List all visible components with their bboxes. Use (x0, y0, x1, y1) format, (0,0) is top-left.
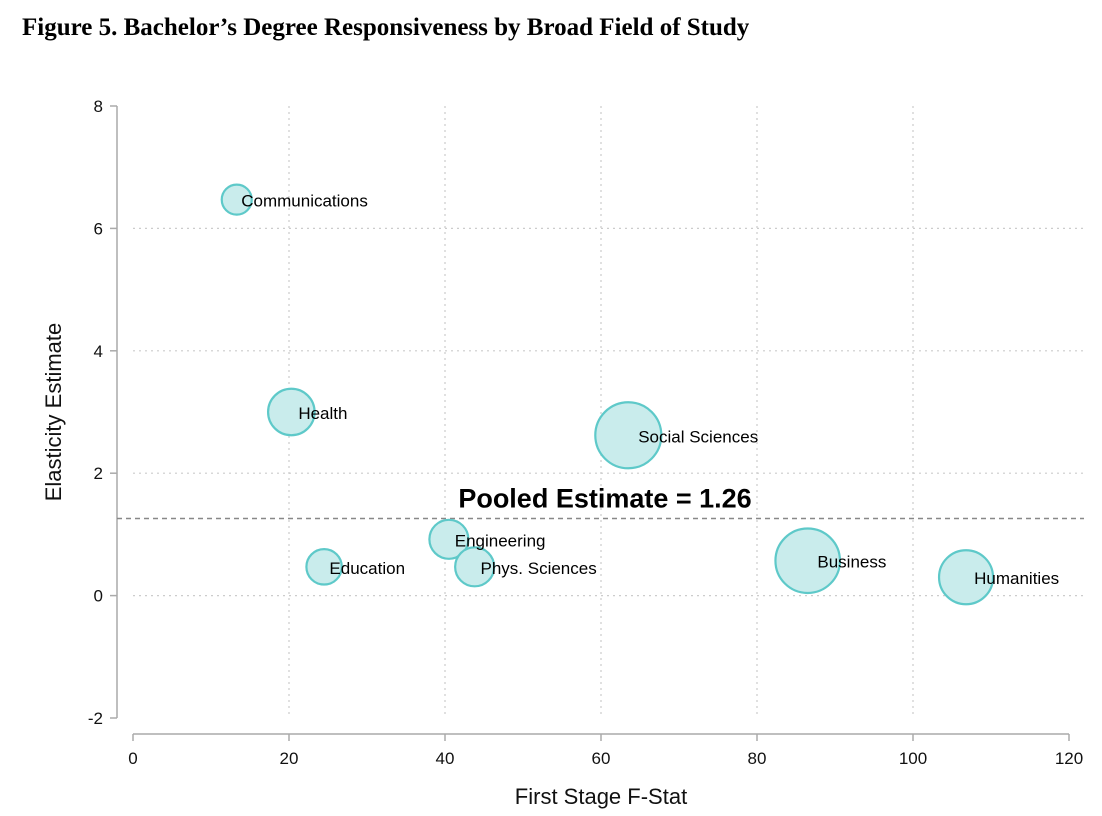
point-label: Education (329, 559, 405, 578)
data-point (428, 518, 470, 560)
figure-title: Figure 5. Bachelor’s Degree Responsivene… (22, 14, 750, 41)
x-tick-label: 100 (899, 749, 927, 768)
point-labels: Communications Health Social Sciences Engin… (241, 192, 1059, 589)
y-tick-label: -2 (88, 709, 103, 728)
point-label: Business (817, 553, 886, 572)
y-tick-label: 8 (94, 97, 103, 116)
point-label: Communications (241, 192, 368, 211)
x-tick-label: 120 (1055, 749, 1083, 768)
y-tick-label: 4 (94, 342, 103, 361)
reference-line-group: Pooled Estimate = 1.26 (117, 483, 1084, 520)
x-tick-label: 0 (128, 749, 137, 768)
y-tick-label: 2 (94, 464, 103, 483)
data-point (594, 401, 663, 470)
point-label: Engineering (455, 531, 546, 550)
axes: 0 20 40 60 80 100 120 -2 0 2 4 6 8 (88, 97, 1083, 768)
data-point (937, 549, 995, 606)
x-tick-label: 80 (748, 749, 767, 768)
x-tick-label: 60 (592, 749, 611, 768)
data-point (266, 387, 316, 437)
point-label: Phys. Sciences (480, 559, 596, 578)
x-axis-title: First Stage F-Stat (515, 784, 687, 809)
data-point (454, 546, 496, 588)
data-point (774, 527, 842, 595)
point-label: Humanities (974, 569, 1059, 588)
data-point (305, 548, 343, 586)
y-tick-label: 6 (94, 219, 103, 238)
data-point (220, 183, 253, 216)
x-tick-label: 20 (280, 749, 299, 768)
y-axis-title: Elasticity Estimate (41, 323, 66, 502)
data-points (220, 183, 995, 606)
pooled-estimate-label: Pooled Estimate = 1.26 (458, 483, 751, 513)
y-tick-label: 0 (94, 587, 103, 606)
point-label: Health (298, 404, 347, 423)
gridlines (133, 106, 1084, 718)
x-tick-label: 40 (436, 749, 455, 768)
point-label: Social Sciences (638, 427, 758, 446)
